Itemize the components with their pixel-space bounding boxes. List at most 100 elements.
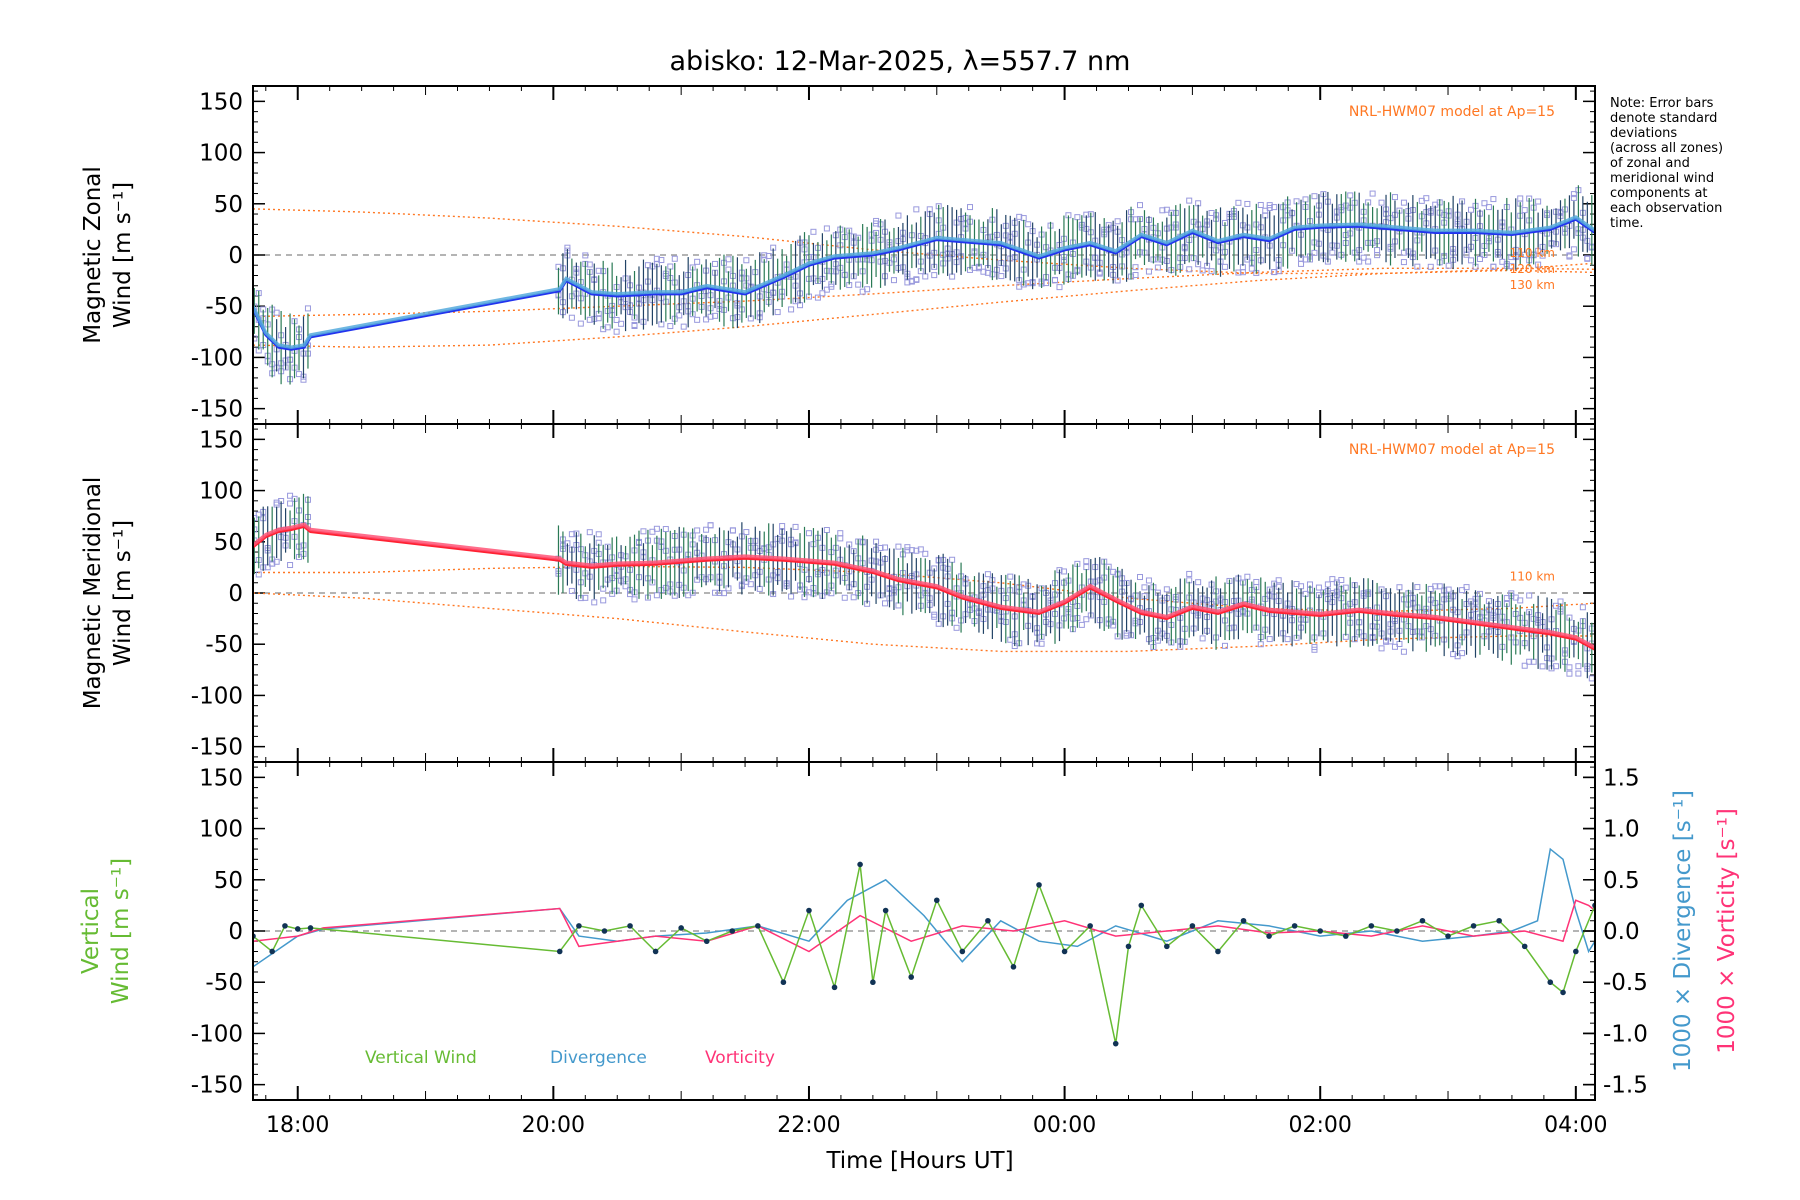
scatter-point	[707, 522, 714, 529]
scatter-point	[828, 590, 835, 597]
scatter-point	[595, 267, 602, 274]
panel-vertical: -150 -100 -50 0 50 100 150 18:00 20:00 22:00 00:00…	[78, 761, 1740, 1138]
scatter-point	[1239, 269, 1246, 276]
scatter-point	[1427, 263, 1434, 270]
scatter-point	[287, 492, 294, 499]
vertical-wind-point	[1394, 928, 1400, 934]
scatter-point	[667, 263, 674, 270]
scatter-point	[1038, 640, 1045, 647]
scatter-point	[1432, 583, 1439, 590]
scatter-point	[743, 257, 750, 264]
scatter-point	[600, 597, 607, 604]
scatter-point	[1016, 213, 1023, 220]
scatter-point	[586, 316, 593, 323]
scatter-point	[1378, 199, 1385, 206]
y2-tick-label: 0.5	[1603, 868, 1640, 894]
scatter-point	[1007, 573, 1014, 580]
scatter-point	[1535, 198, 1542, 205]
scatter-point	[1459, 587, 1466, 594]
scatter-point	[761, 252, 768, 259]
y2-tick-label: -0.5	[1603, 970, 1648, 996]
scatter-point	[1025, 221, 1032, 228]
wind-smooth-line	[253, 215, 1595, 349]
y-tick-label: -100	[191, 683, 243, 709]
scatter-point	[895, 543, 902, 550]
scatter-point	[729, 527, 736, 534]
scatter-point	[1579, 604, 1586, 611]
scatter-point	[814, 294, 821, 301]
y2-tick-label: -1.5	[1603, 1073, 1648, 1099]
scatter-point	[1074, 214, 1081, 221]
scatter-point	[631, 322, 638, 329]
scatter-point	[895, 602, 902, 609]
x-tick-label: 18:00	[266, 1113, 329, 1138]
scatter-point	[931, 613, 938, 620]
scatter-point	[1374, 247, 1381, 254]
scatter-point	[913, 547, 920, 554]
scatter-point	[1566, 252, 1573, 259]
model-alt-label: 130 km	[1510, 278, 1555, 292]
scatter-point	[1521, 662, 1528, 669]
scatter-point	[694, 316, 701, 323]
scatter-point	[1253, 578, 1260, 585]
vertical-wind-point	[1087, 923, 1093, 929]
vertical-wind-point	[857, 861, 863, 868]
vertical-wind-point	[1138, 902, 1145, 909]
vertical-wind-point	[1342, 933, 1349, 939]
vertical-wind-point	[294, 926, 301, 932]
y-tick-label: -100	[191, 345, 243, 371]
y-tick-label: 150	[199, 89, 243, 115]
scatter-point	[1400, 199, 1407, 206]
model-curve	[253, 269, 1595, 348]
legend-entry: Vorticity	[705, 1048, 775, 1068]
scatter-point	[591, 599, 598, 606]
vertical-wind-point	[806, 907, 812, 914]
scatter-point	[1271, 204, 1278, 211]
vertical-wind-point	[1036, 882, 1042, 888]
scatter-point	[1445, 262, 1452, 269]
y-tick-label: -150	[191, 735, 243, 761]
scatter-point	[1517, 195, 1524, 202]
scatter-point	[1570, 194, 1577, 201]
scatter-point	[1078, 621, 1085, 628]
scatter-point	[613, 328, 620, 335]
vertical-wind-point	[1419, 917, 1426, 924]
scatter-point	[1235, 199, 1242, 206]
scatter-point	[1266, 204, 1273, 211]
scatter-point	[1244, 200, 1251, 207]
x-axis-label: Time [Hours UT]	[825, 1148, 1013, 1174]
scatter-point	[662, 526, 669, 533]
scatter-point	[837, 535, 844, 542]
scatter-point	[671, 255, 678, 262]
panel-frame	[252, 761, 1596, 1101]
scatter-point	[1324, 581, 1331, 588]
scatter-point	[1083, 558, 1090, 565]
scatter-point	[1244, 573, 1251, 580]
scatter-point	[287, 562, 294, 569]
scatter-point	[604, 324, 611, 331]
scatter-point	[1235, 269, 1242, 276]
vertical-wind-point	[703, 938, 710, 945]
scatter-point	[1163, 206, 1170, 213]
vertical-wind-point	[556, 948, 563, 955]
scatter-point	[949, 273, 956, 280]
vertical-wind-point	[1266, 933, 1272, 939]
scatter-point	[922, 273, 929, 280]
scatter-point	[1159, 207, 1166, 214]
scatter-point	[1365, 258, 1372, 265]
scatter-point	[1575, 663, 1582, 670]
scatter-point	[1553, 602, 1560, 609]
scatter-point	[586, 261, 593, 268]
vertical-wind-point	[1496, 917, 1502, 924]
scatter-point	[1400, 648, 1407, 655]
vertical-wind-point	[678, 925, 684, 931]
scatter-point	[837, 530, 844, 537]
plot-area	[253, 492, 1595, 682]
scatter-point	[1468, 257, 1475, 264]
scatter-point	[904, 547, 911, 554]
x-tick-label: 00:00	[1033, 1113, 1096, 1138]
note-line: meridional wind	[1610, 171, 1715, 186]
scatter-point	[1154, 264, 1161, 271]
scatter-point	[913, 276, 920, 283]
